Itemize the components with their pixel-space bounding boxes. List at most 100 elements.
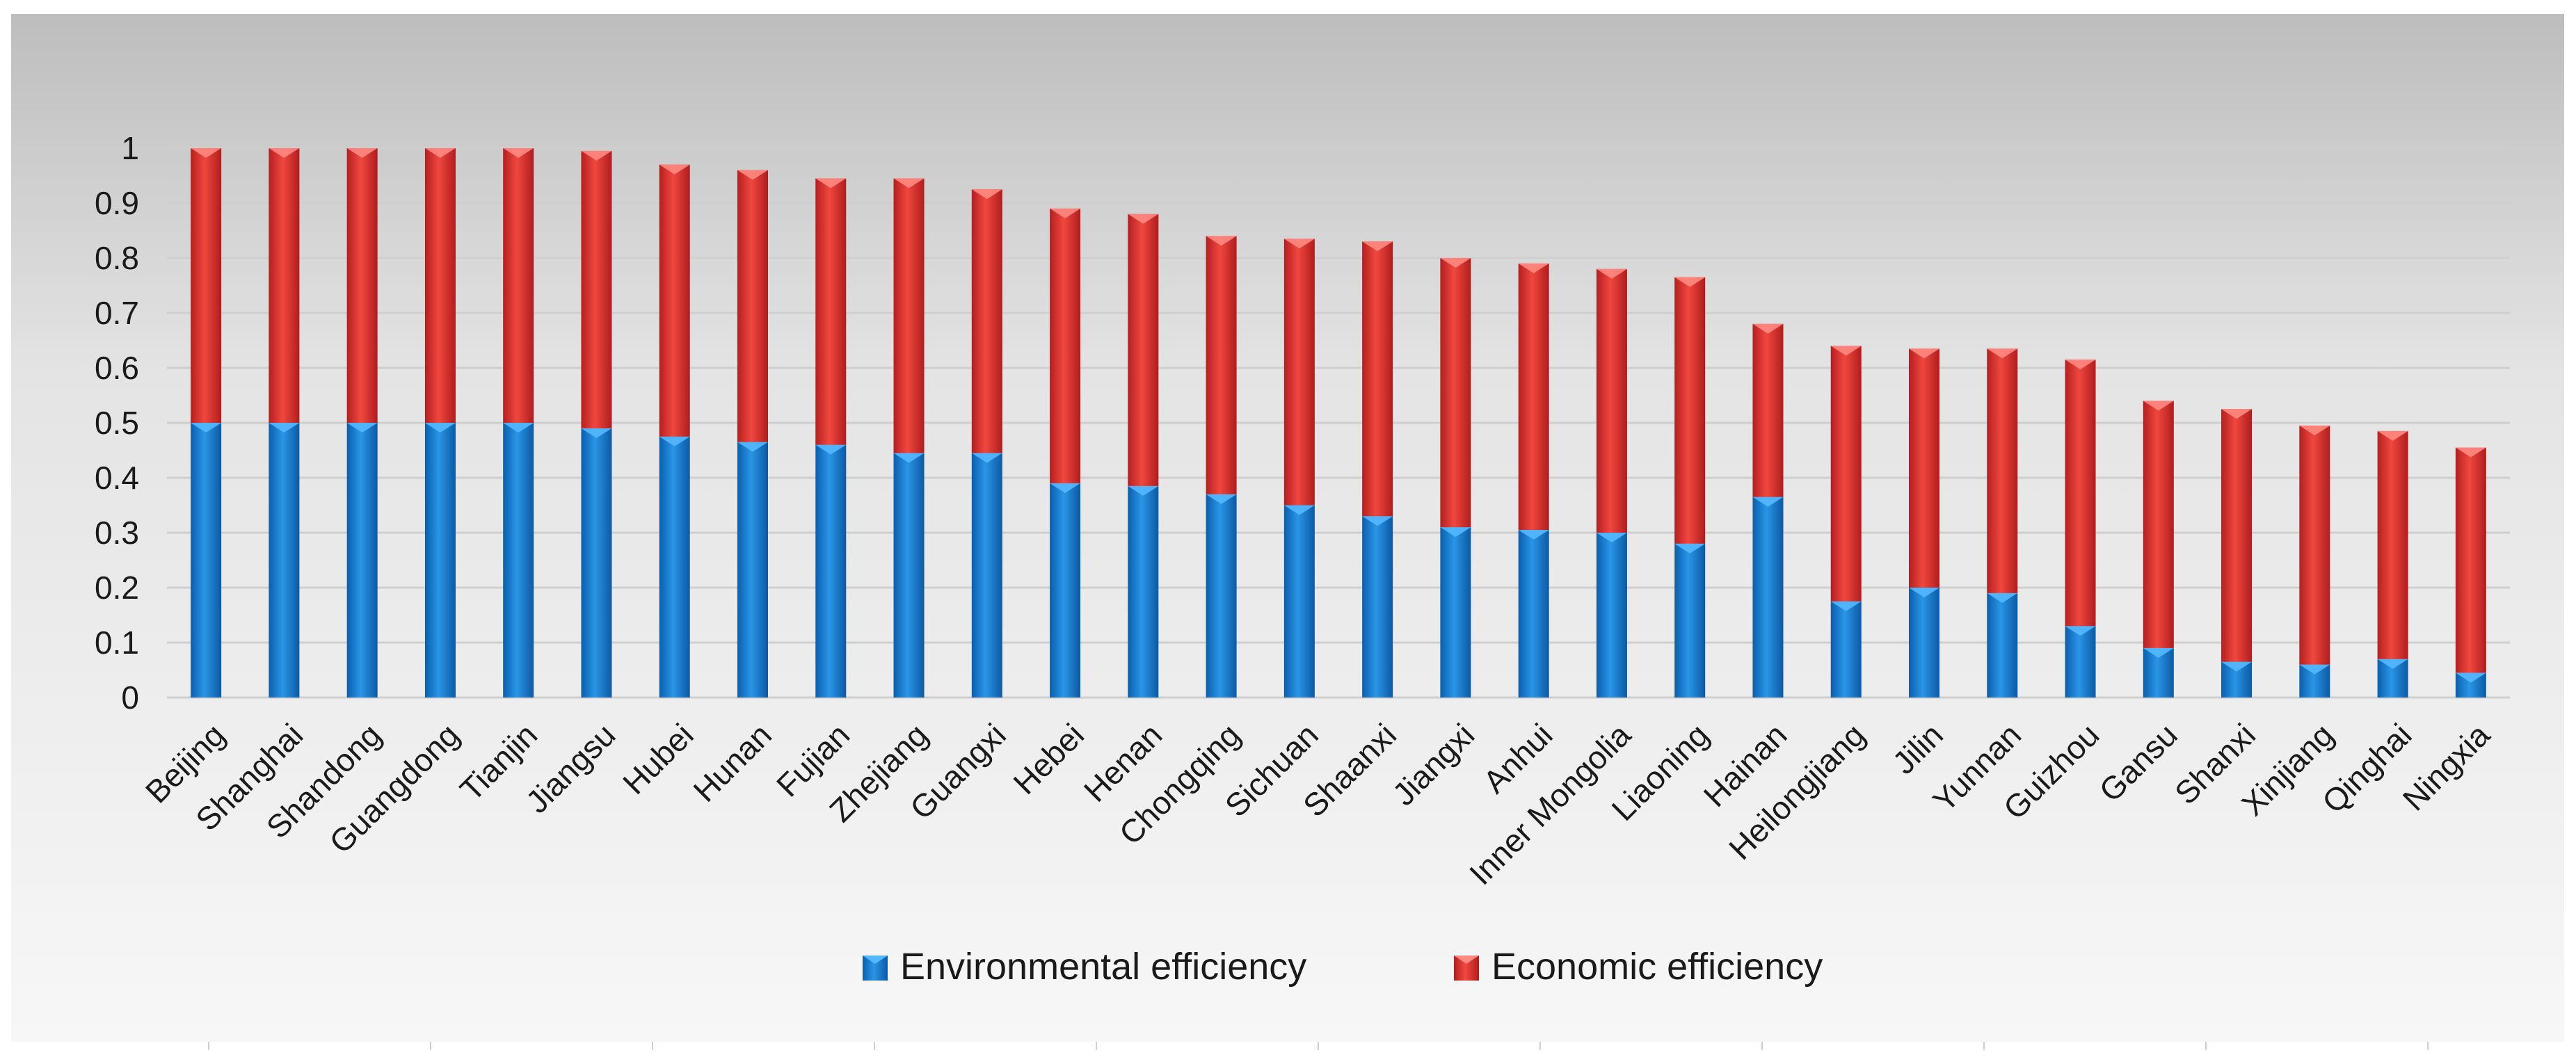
- bar-cap-environmental: [1206, 494, 1237, 504]
- bar-group-anhui: [1518, 263, 1549, 698]
- bar-group-jiangsu: [581, 150, 612, 698]
- bar-environmental-efficiency: [1596, 533, 1627, 698]
- bar-group-shanxi: [2221, 409, 2253, 698]
- bar-group-hunan: [737, 170, 768, 698]
- bar-group-hainan: [1752, 323, 1784, 698]
- bar-economic-efficiency: [2221, 409, 2253, 662]
- bar-economic-efficiency: [1050, 208, 1081, 483]
- bar-economic-efficiency: [424, 148, 456, 423]
- bar-cap-environmental: [1518, 530, 1549, 540]
- bar-group-zhejiang: [893, 178, 925, 698]
- bar-environmental-efficiency: [503, 423, 534, 698]
- bar-cap-environmental: [346, 423, 378, 433]
- bar-economic-efficiency: [191, 148, 222, 423]
- bar-group-chongqing: [1206, 236, 1237, 698]
- bar-cap-environmental: [893, 453, 925, 463]
- bar-economic-efficiency: [2377, 430, 2408, 659]
- y-tick-label: 0.9: [95, 185, 139, 221]
- bar-cap-environmental: [191, 423, 222, 433]
- bar-cap-economic: [1050, 208, 1081, 218]
- bar-economic-efficiency: [1752, 323, 1784, 497]
- bar-economic-efficiency: [1830, 346, 1862, 602]
- bar-group-jiangxi: [1440, 258, 1471, 698]
- bar-environmental-efficiency: [1128, 485, 1159, 698]
- bar-environmental-efficiency: [581, 428, 612, 698]
- bar-economic-efficiency: [1596, 268, 1627, 533]
- bar-group-guangxi: [971, 189, 1002, 698]
- y-axis-tick-labels: 0 0.1 0.2 0.3 0.4 0.5 0.6 0.7 0.8 0.9 1: [95, 130, 139, 716]
- bar-cap-economic: [1596, 268, 1627, 279]
- bar-cap-economic: [1206, 236, 1237, 246]
- bar-cap-economic: [2377, 430, 2408, 441]
- bar-cap-economic: [893, 178, 925, 188]
- bar-cap-economic: [2143, 401, 2174, 411]
- bar-group-guangdong: [424, 148, 456, 698]
- bar-cap-environmental: [1596, 533, 1627, 542]
- bar-cap-economic: [2455, 447, 2486, 458]
- bar-group-shaanxi: [1362, 241, 1393, 698]
- bar-cap-economic: [1830, 346, 1862, 356]
- bar-cap-economic: [815, 178, 847, 188]
- bar-group-guizhou: [2065, 360, 2096, 698]
- bar-cap-economic: [1128, 213, 1159, 224]
- bar-economic-efficiency: [1362, 241, 1393, 517]
- bar-cap-environmental: [503, 423, 534, 433]
- bar-environmental-efficiency: [269, 423, 300, 698]
- y-tick-label: 0.7: [95, 295, 139, 331]
- bar-group-yunnan: [1987, 348, 2018, 698]
- bar-environmental-efficiency: [191, 423, 222, 698]
- bar-cap-environmental: [659, 436, 690, 446]
- y-tick-label: 0.2: [95, 570, 139, 606]
- bar-cap-environmental: [2299, 664, 2330, 675]
- bar-cap-economic: [1283, 239, 1315, 249]
- legend-label: Economic efficiency: [1491, 946, 1823, 988]
- bar-cap-environmental: [1674, 543, 1706, 554]
- bar-cap-environmental: [1440, 527, 1471, 538]
- bar-environmental-efficiency: [659, 436, 690, 698]
- bar-economic-efficiency: [2455, 447, 2486, 673]
- bar-cap-environmental: [1050, 483, 1081, 493]
- bar-cap-environmental: [2221, 661, 2253, 672]
- bar-cap-environmental: [2377, 659, 2408, 669]
- bar-economic-efficiency: [1206, 236, 1237, 494]
- bar-cap-environmental: [737, 442, 768, 452]
- bar-cap-economic: [424, 148, 456, 158]
- bar-group-ningxia: [2455, 447, 2486, 698]
- bar-group-shanghai: [269, 148, 300, 698]
- bar-cap-economic: [581, 150, 612, 161]
- bar-environmental-efficiency: [424, 423, 456, 698]
- bar-environmental-efficiency: [346, 423, 378, 698]
- bar-environmental-efficiency: [1830, 601, 1862, 698]
- bar-cap-economic: [1362, 241, 1393, 252]
- y-tick-label: 0.5: [95, 405, 139, 441]
- bar-cap-environmental: [1128, 485, 1159, 496]
- bar-cap-environmental: [1909, 588, 1939, 597]
- bar-cap-environmental: [1283, 505, 1315, 515]
- bar-environmental-efficiency: [737, 442, 768, 698]
- bar-cap-economic: [503, 148, 534, 158]
- legend-label: Environmental efficiency: [900, 946, 1306, 988]
- bottom-border-ticks: [208, 1042, 2429, 1050]
- bar-economic-efficiency: [971, 189, 1002, 453]
- bar-cap-economic: [737, 170, 768, 180]
- bar-group-tianjin: [503, 148, 534, 698]
- y-tick-label: 1: [121, 130, 139, 166]
- bar-economic-efficiency: [581, 150, 612, 428]
- bar-environmental-efficiency: [1206, 494, 1237, 698]
- bar-group-hebei: [1050, 208, 1081, 698]
- bar-economic-efficiency: [1128, 213, 1159, 486]
- bar-group-sichuan: [1283, 239, 1315, 698]
- bar-economic-efficiency: [1283, 239, 1315, 506]
- bar-group-qinghai: [2377, 430, 2408, 698]
- bar-environmental-efficiency: [1987, 593, 2018, 698]
- y-tick-label: 0.4: [95, 460, 139, 496]
- legend-item: Economic efficiency: [1454, 946, 1823, 988]
- legend-item: Environmental efficiency: [863, 946, 1306, 988]
- bar-cap-environmental: [1987, 593, 2018, 603]
- bar-economic-efficiency: [503, 148, 534, 423]
- bar-cap-environmental: [971, 453, 1002, 463]
- bar-cap-economic: [2065, 360, 2096, 370]
- bar-cap-economic: [1752, 323, 1784, 334]
- bar-cap-economic: [1987, 348, 2018, 359]
